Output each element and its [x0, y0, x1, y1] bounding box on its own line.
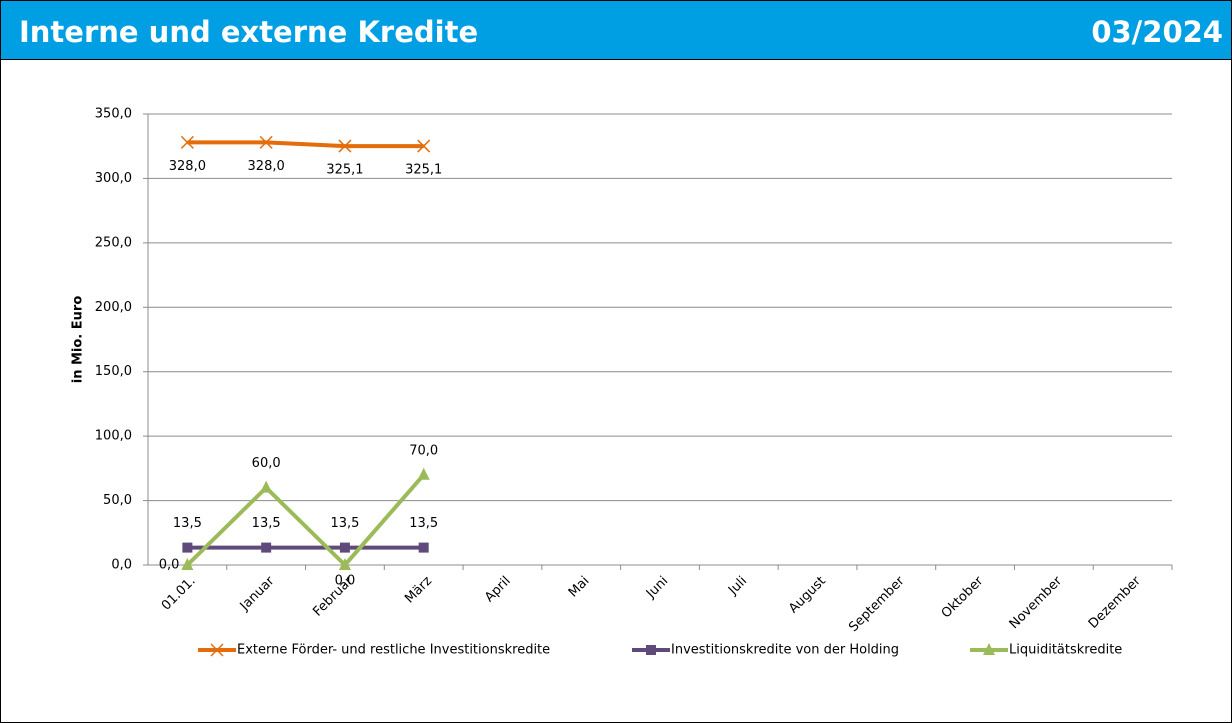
legend-label: Investitionskredite von der Holding: [671, 643, 899, 658]
data-label: 328,0: [169, 159, 206, 174]
x-tick-label: Juli: [725, 574, 750, 599]
y-axis-label: in Mio. Euro: [71, 296, 86, 384]
marker: [417, 467, 430, 480]
y-tick-label: 150,0: [95, 364, 132, 379]
marker: [338, 139, 352, 153]
data-label: 13,5: [173, 516, 202, 531]
data-label: 13,5: [252, 516, 281, 531]
x-tick-label: August: [786, 574, 829, 617]
data-label: 70,0: [409, 443, 438, 458]
marker: [646, 645, 656, 655]
data-label: 13,5: [409, 516, 438, 531]
data-label: 325,1: [326, 163, 363, 178]
marker: [418, 542, 429, 553]
data-label: 13,5: [330, 516, 359, 531]
series-line: [185, 473, 426, 567]
data-label: 60,0: [252, 456, 281, 471]
legend-label: Liquiditätskredite: [1009, 643, 1122, 658]
date: 03/2024: [1091, 15, 1223, 49]
marker: [260, 480, 273, 493]
y-tick-label: 0,0: [111, 558, 132, 573]
marker-stroke: [259, 135, 273, 149]
x-tick-label: Juni: [643, 574, 671, 602]
data-label: 325,1: [405, 163, 442, 178]
marker: [182, 542, 193, 553]
marker: [210, 643, 224, 657]
marker: [417, 139, 431, 153]
marker: [261, 542, 272, 553]
marker: [338, 558, 351, 570]
y-tick-label: 200,0: [95, 300, 132, 315]
x-tick-label: 01.01.: [159, 574, 199, 614]
marker: [983, 643, 995, 655]
y-tick-label: 50,0: [103, 493, 132, 508]
data-label: 0,0: [159, 558, 180, 573]
x-tick-label: November: [1007, 573, 1066, 632]
title: Interne und externe Kredite: [19, 15, 479, 49]
x-tick-label: März: [402, 574, 435, 607]
x-tick-label: September: [846, 573, 908, 635]
x-tick-label: Oktober: [939, 573, 987, 621]
header-bar: Interne und externe Kredite 03/2024: [1, 1, 1231, 60]
y-tick-label: 100,0: [95, 429, 132, 444]
y-tick-label: 250,0: [95, 235, 132, 250]
y-tick-label: 350,0: [95, 107, 132, 122]
x-tick-label: Mai: [566, 574, 593, 601]
marker-stroke: [180, 135, 194, 149]
x-tick-label: Januar: [237, 573, 278, 614]
data-label: 0,0: [335, 574, 356, 589]
marker: [339, 542, 350, 553]
data-label: 328,0: [248, 159, 285, 174]
x-tick-label: April: [482, 574, 514, 606]
y-tick-label: 300,0: [95, 171, 132, 186]
marker: [181, 558, 194, 570]
legend-label: Externe Förder- und restliche Investitio…: [237, 643, 550, 658]
series-line: [187, 140, 424, 149]
marker: [180, 135, 194, 149]
x-tick-label: Dezember: [1086, 573, 1145, 632]
marker: [259, 135, 273, 149]
marker-stroke: [338, 139, 352, 153]
marker-stroke: [210, 643, 224, 657]
marker-stroke: [417, 139, 431, 153]
